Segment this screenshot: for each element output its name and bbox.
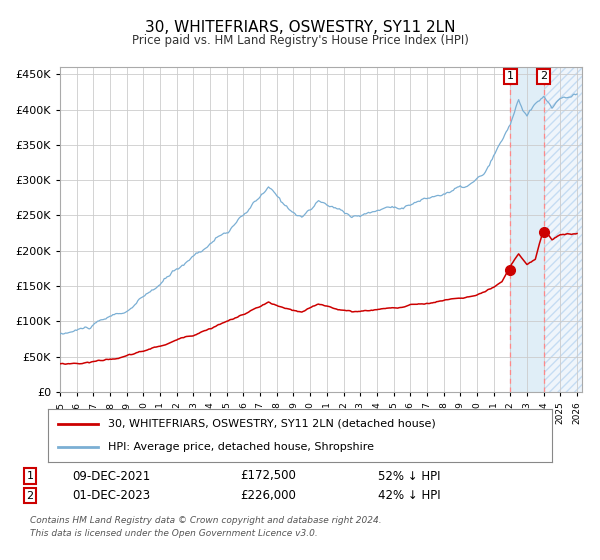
Text: 1: 1 <box>507 71 514 81</box>
Text: £226,000: £226,000 <box>240 489 296 502</box>
Bar <box>510 67 544 392</box>
Text: 09-DEC-2021: 09-DEC-2021 <box>72 469 150 483</box>
Text: 1: 1 <box>26 471 34 481</box>
Text: 30, WHITEFRIARS, OSWESTRY, SY11 2LN: 30, WHITEFRIARS, OSWESTRY, SY11 2LN <box>145 20 455 35</box>
Bar <box>544 67 586 392</box>
Text: 52% ↓ HPI: 52% ↓ HPI <box>378 469 440 483</box>
Bar <box>544 67 586 392</box>
Text: Price paid vs. HM Land Registry's House Price Index (HPI): Price paid vs. HM Land Registry's House … <box>131 34 469 46</box>
Text: This data is licensed under the Open Government Licence v3.0.: This data is licensed under the Open Gov… <box>30 529 318 538</box>
Text: Contains HM Land Registry data © Crown copyright and database right 2024.: Contains HM Land Registry data © Crown c… <box>30 516 382 525</box>
Text: 2: 2 <box>540 71 547 81</box>
Text: HPI: Average price, detached house, Shropshire: HPI: Average price, detached house, Shro… <box>109 442 374 452</box>
Text: 30, WHITEFRIARS, OSWESTRY, SY11 2LN (detached house): 30, WHITEFRIARS, OSWESTRY, SY11 2LN (det… <box>109 419 436 429</box>
Text: £172,500: £172,500 <box>240 469 296 483</box>
Text: 01-DEC-2023: 01-DEC-2023 <box>72 489 150 502</box>
Text: 2: 2 <box>26 491 34 501</box>
Text: 42% ↓ HPI: 42% ↓ HPI <box>378 489 440 502</box>
